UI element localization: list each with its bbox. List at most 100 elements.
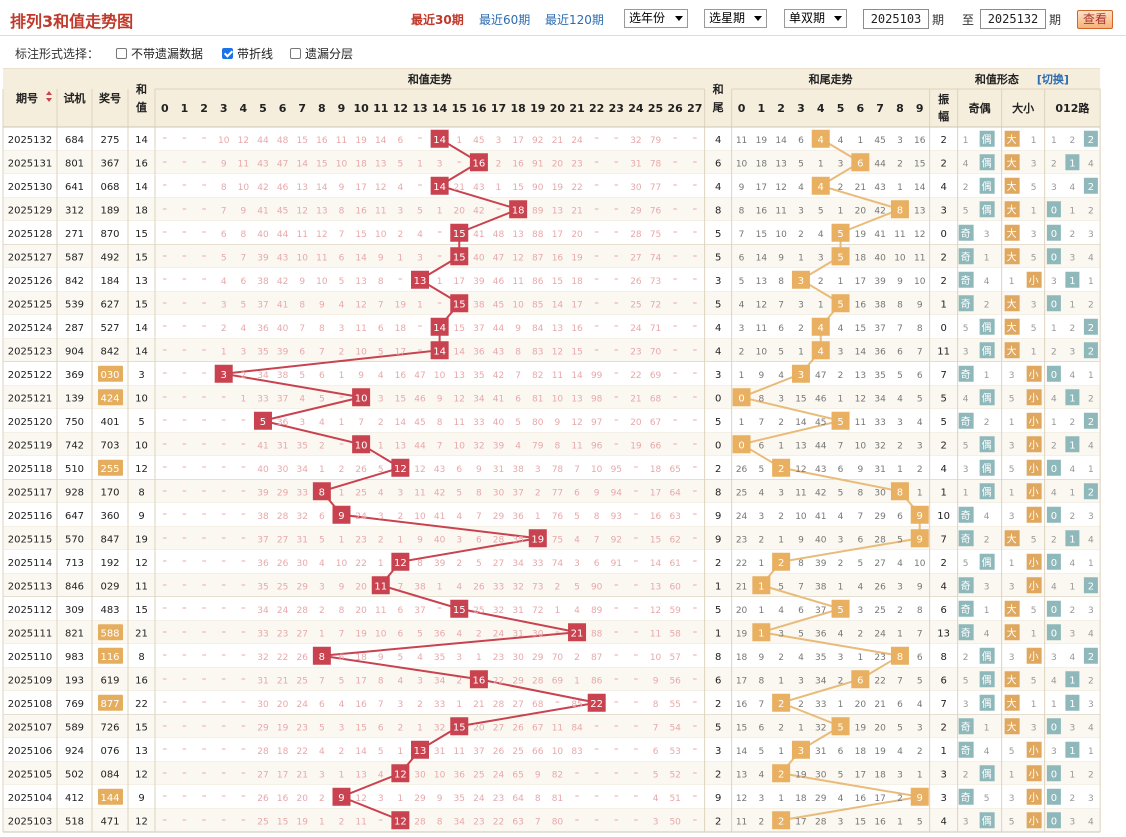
sum-miss-value: ⁼ — [202, 535, 207, 545]
sum-miss-value: 76 — [650, 206, 662, 216]
sum-cell: 12 — [135, 558, 148, 569]
sum-miss-value: 3 — [417, 676, 423, 686]
sum-miss-value: ⁼ — [692, 606, 697, 616]
big-small-marker — [1026, 389, 1042, 406]
tail-miss-value: 18 — [855, 253, 867, 263]
sum-miss-value: ⁼ — [182, 206, 187, 216]
tail-miss-value: 13 — [855, 371, 866, 381]
sum-miss-value: ⁼ — [673, 230, 678, 240]
year-select[interactable]: 选年份 — [624, 9, 688, 28]
big-small-marker — [1004, 530, 1020, 547]
big-small-value: 小 — [1029, 416, 1039, 428]
checkbox-checked-icon[interactable] — [222, 48, 233, 59]
period-cell: 2025126 — [8, 276, 53, 287]
road-miss: 2 — [1070, 512, 1076, 522]
period-link-120[interactable]: 最近120期 — [545, 13, 604, 27]
sum-miss-value: 55 — [669, 700, 680, 710]
parity-select[interactable]: 单双期 — [784, 9, 847, 28]
sort-up-icon[interactable] — [46, 91, 52, 95]
tail-miss-value: 1 — [778, 676, 784, 686]
sum-miss-value: ⁼ — [182, 230, 187, 240]
sum-miss-value: ⁼ — [241, 582, 246, 592]
sum-miss-value: 34 — [473, 394, 485, 404]
odd-even-value: 偶 — [982, 462, 992, 475]
option-with-line[interactable]: 带折线 — [222, 45, 273, 62]
sum-miss-value: 36 — [257, 324, 269, 334]
switch-link[interactable]: [切换] — [1037, 72, 1069, 86]
tail-hit-value: 3 — [798, 370, 804, 381]
big-small-marker — [1026, 459, 1042, 476]
sum-miss-value: 4 — [319, 559, 325, 569]
sum-miss-value: ⁼ — [555, 700, 560, 710]
period-to-input[interactable]: 2025132 — [980, 9, 1046, 29]
checkbox-icon[interactable] — [116, 48, 127, 59]
sum-miss-value: 22 — [571, 183, 582, 193]
odd-even-miss: 1 — [984, 723, 990, 733]
sum-cell: 5 — [138, 417, 144, 428]
tail-hit-marker — [890, 200, 909, 219]
big-small-value: 小 — [1029, 463, 1039, 475]
sum-miss-value: 14 — [454, 347, 466, 357]
road-miss: 1 — [1088, 747, 1094, 757]
road-marker — [1083, 177, 1098, 194]
query-button[interactable]: 查看 — [1077, 10, 1113, 29]
sum-miss-value: ⁼ — [614, 394, 619, 404]
period-link-60[interactable]: 最近60期 — [479, 13, 531, 27]
sum-miss-value: ⁼ — [692, 230, 697, 240]
tail-miss-value: 4 — [897, 747, 903, 757]
sum-miss-value: 7 — [339, 629, 345, 639]
sum-miss-value: 7 — [378, 700, 384, 710]
sum-miss-value: 31 — [257, 676, 268, 686]
option-no-miss[interactable]: 不带遗漏数据 — [116, 45, 203, 62]
road-miss: 4 — [1088, 535, 1094, 545]
tail-miss-value: 7 — [917, 629, 923, 639]
sum-miss-value: 8 — [535, 794, 541, 804]
sum-hit-marker — [391, 764, 410, 783]
road-value: 1 — [1069, 699, 1075, 710]
sum-miss-value: 6 — [515, 394, 521, 404]
sum-miss-value: 3 — [535, 465, 541, 475]
sum-miss-value: ⁼ — [614, 747, 619, 757]
sum-miss-value: 33 — [296, 488, 307, 498]
sum-miss-value: 26 — [355, 465, 367, 475]
sum-miss-value: 20 — [552, 159, 564, 169]
option-layered[interactable]: 遗漏分层 — [290, 45, 353, 62]
tail-miss-value: 37 — [874, 324, 885, 334]
sum-miss-value: 43 — [493, 347, 504, 357]
road-value: 1 — [1069, 675, 1075, 686]
table-row — [3, 409, 1101, 433]
tail-cell: 8 — [715, 487, 721, 498]
sum-miss-value: ⁼ — [162, 206, 167, 216]
amplitude-cell: 13 — [937, 628, 950, 639]
sum-miss-value: 4 — [653, 794, 659, 804]
tail-hit-value: 4 — [818, 323, 824, 334]
sum-hit-marker — [332, 787, 351, 806]
table-row — [3, 761, 1101, 785]
sum-miss-value: 20 — [454, 206, 466, 216]
tail-miss-value: 6 — [758, 441, 764, 451]
week-select[interactable]: 选星期 — [704, 9, 767, 28]
to-label: 至 — [962, 13, 975, 27]
sum-miss-value: ⁼ — [221, 465, 226, 475]
sum-miss-value: 9 — [437, 394, 443, 404]
header-sum-digit: 16 — [471, 102, 487, 115]
sum-miss-value: 23 — [473, 817, 484, 827]
period-cell: 2025112 — [8, 605, 53, 616]
big-small-value: 小 — [1029, 815, 1039, 827]
sum-hit-marker — [528, 529, 547, 548]
sum-cell: 12 — [135, 464, 148, 475]
tail-miss-value: 31 — [874, 465, 885, 475]
tail-miss-value: 17 — [795, 817, 806, 827]
period-from-input[interactable]: 2025103 — [863, 9, 929, 29]
sum-miss-value: 43 — [257, 159, 268, 169]
sort-down-icon[interactable] — [46, 98, 52, 102]
sum-miss-value: ⁼ — [673, 347, 678, 357]
amplitude-cell: 1 — [940, 487, 946, 498]
checkbox-icon[interactable] — [290, 48, 301, 59]
sum-miss-value: 2 — [398, 723, 404, 733]
tail-miss-value: 35 — [874, 371, 885, 381]
tail-miss-value: 12 — [756, 300, 767, 310]
tail-miss-value: 9 — [798, 535, 804, 545]
period-link-30[interactable]: 最近30期 — [411, 13, 464, 27]
sum-miss-value: 11 — [454, 747, 465, 757]
